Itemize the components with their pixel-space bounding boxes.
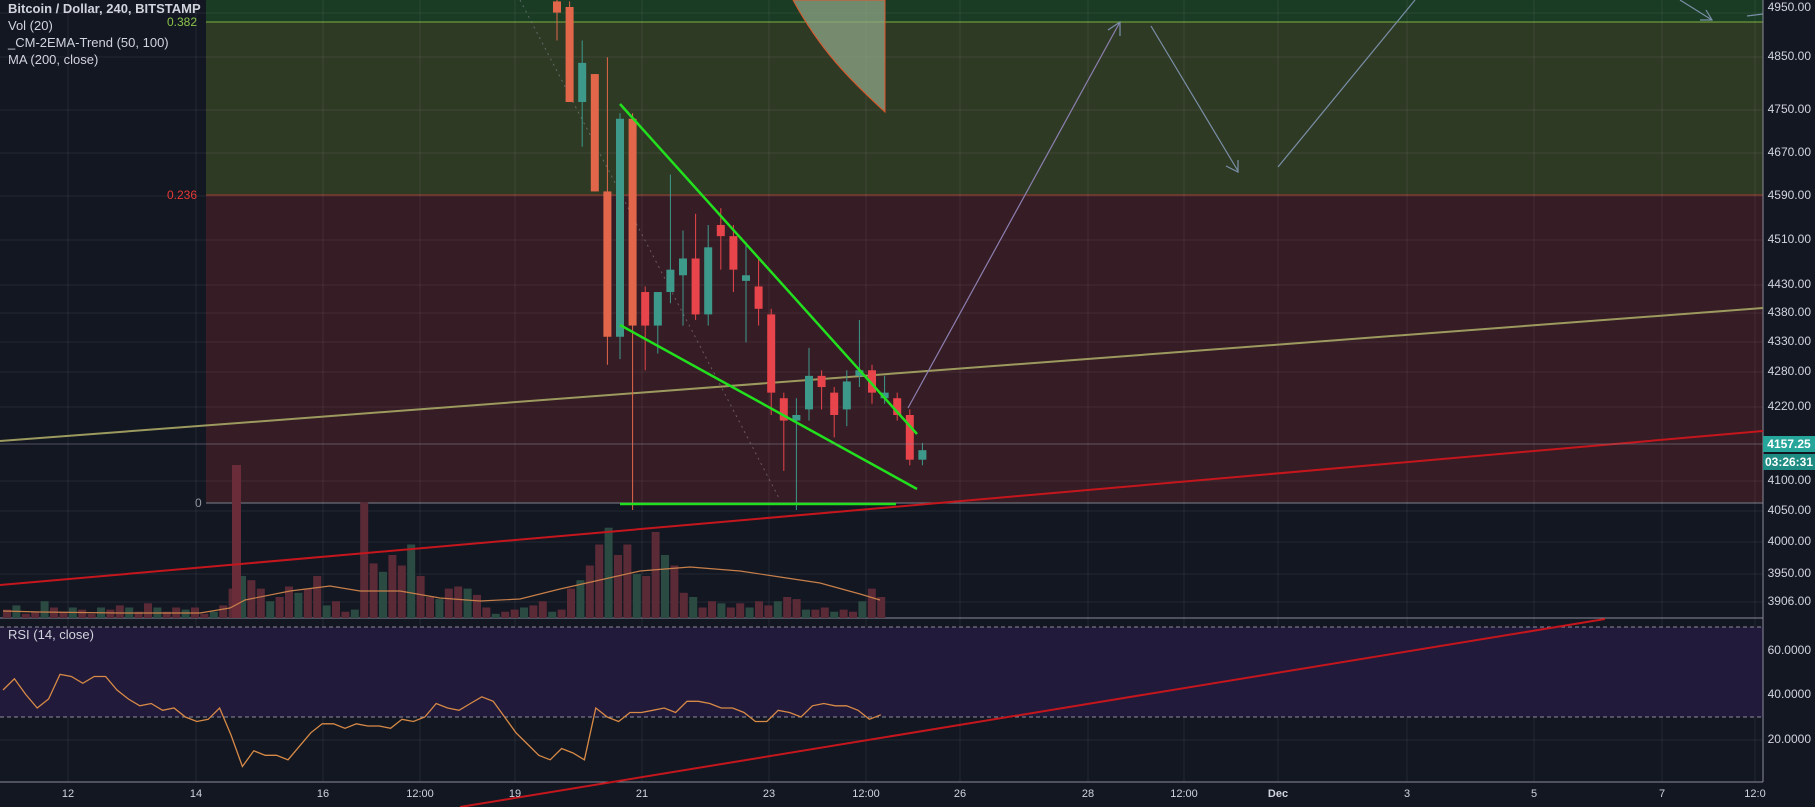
candlesticks <box>553 0 927 510</box>
rsi-band <box>0 626 1763 718</box>
rsi-tick: 20.0000 <box>1767 732 1811 746</box>
bar-countdown-tag: 03:26:31 <box>1763 454 1815 470</box>
rsi-indicator-label[interactable]: RSI (14, close) <box>8 627 94 642</box>
time-tick: 3 <box>1403 788 1411 800</box>
price-tick: 4280.00 <box>1767 364 1811 378</box>
rising-support-line[interactable] <box>0 430 1764 586</box>
indicator-volume[interactable]: Vol (20) <box>8 18 53 33</box>
fib-label-0: 0 <box>195 496 202 510</box>
time-tick: 16 <box>316 788 330 800</box>
time-tick: 12:00 <box>1170 788 1198 800</box>
time-tick: 19 <box>508 788 522 800</box>
fib-label-0236: 0.236 <box>167 188 198 202</box>
current-price-tag: 4157.25 <box>1763 436 1815 452</box>
dotted-helper-line <box>519 0 781 501</box>
projection-arrows[interactable] <box>907 0 1764 409</box>
time-tick: 12:00 <box>406 788 434 800</box>
time-tick: 12 <box>61 788 75 800</box>
rsi-tick: 40.0000 <box>1767 687 1811 701</box>
triangle-shape-drawing[interactable] <box>792 0 886 114</box>
price-tick: 4750.00 <box>1767 102 1811 116</box>
time-tick: 7 <box>1658 788 1666 800</box>
price-tick: 4670.00 <box>1767 145 1811 159</box>
volume-bars <box>3 465 886 618</box>
indicator-ema-trend[interactable]: _CM-2EMA-Trend (50, 100) <box>8 35 169 50</box>
time-tick: 14 <box>189 788 203 800</box>
price-tick: 4510.00 <box>1767 232 1811 246</box>
time-tick: 21 <box>635 788 649 800</box>
rsi-tick: 60.0000 <box>1767 643 1811 657</box>
price-tick: 4380.00 <box>1767 305 1811 319</box>
fib-label-0382: 0.382 <box>167 15 198 29</box>
price-tick: 4050.00 <box>1767 503 1811 517</box>
time-tick: 12:0 <box>1744 788 1766 800</box>
ma-200-line <box>0 307 1764 442</box>
time-tick: 26 <box>953 788 967 800</box>
time-tick: 28 <box>1081 788 1095 800</box>
time-tick: 5 <box>1530 788 1538 800</box>
price-tick: 4430.00 <box>1767 277 1811 291</box>
price-tick: 4590.00 <box>1767 188 1811 202</box>
indicator-ma[interactable]: MA (200, close) <box>8 52 99 67</box>
symbol-title[interactable]: Bitcoin / Dollar, 240, BITSTAMP <box>8 1 201 16</box>
time-tick: 12:00 <box>852 788 880 800</box>
time-tick: 23 <box>762 788 776 800</box>
chart-legend: Bitcoin / Dollar, 240, BITSTAMP Vol (20)… <box>8 0 201 68</box>
fib-retracement-zones[interactable] <box>206 0 1763 504</box>
price-tick: 3950.00 <box>1767 566 1811 580</box>
price-tick: 4330.00 <box>1767 334 1811 348</box>
price-tick: 3906.00 <box>1767 594 1811 608</box>
volume-ma-line <box>2 566 881 614</box>
price-tick: 4220.00 <box>1767 399 1811 413</box>
time-tick: Dec <box>1267 788 1289 800</box>
price-tick: 4850.00 <box>1767 49 1811 63</box>
rsi-line <box>2 673 882 768</box>
falling-wedge-drawing[interactable] <box>619 103 918 506</box>
price-tick: 4100.00 <box>1767 473 1811 487</box>
rsi-trendline[interactable] <box>459 618 1606 807</box>
price-tick: 4000.00 <box>1767 534 1811 548</box>
price-tick: 4950.00 <box>1767 0 1811 14</box>
